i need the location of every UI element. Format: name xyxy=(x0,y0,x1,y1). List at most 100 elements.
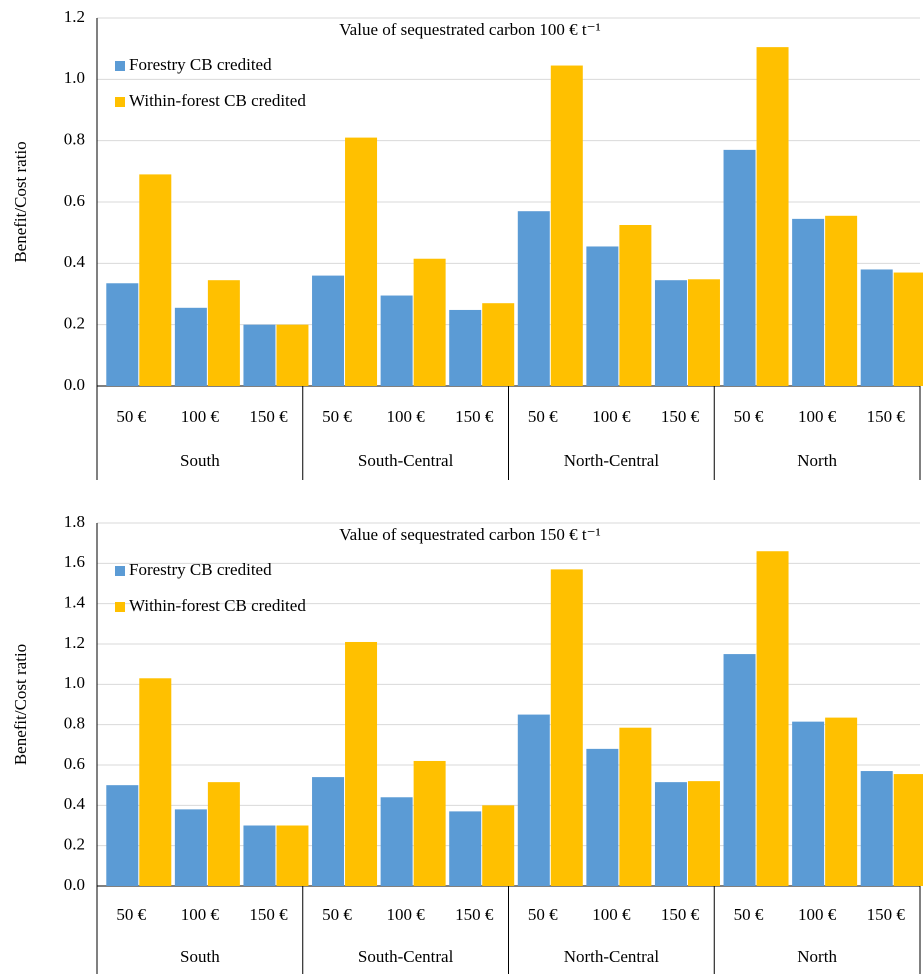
group-label: South xyxy=(180,947,220,966)
y-tick-label: 0.2 xyxy=(64,314,85,333)
bar xyxy=(207,280,240,386)
y-tick-label: 1.2 xyxy=(64,633,85,652)
x-tick-label: 100 € xyxy=(798,407,837,426)
bar xyxy=(312,777,345,886)
bar xyxy=(139,678,172,886)
bar xyxy=(413,760,446,886)
bar xyxy=(654,280,687,386)
bar xyxy=(449,309,482,386)
bar xyxy=(860,771,893,886)
bar xyxy=(619,727,652,886)
y-tick-label: 0.2 xyxy=(64,835,85,854)
group-label: South xyxy=(180,451,220,470)
y-axis-label: Benefit/Cost ratio xyxy=(11,644,30,765)
bar xyxy=(550,569,583,886)
x-tick-label: 150 € xyxy=(867,407,906,426)
bar xyxy=(106,283,139,386)
legend-label: Within-forest CB credited xyxy=(129,91,306,110)
bar xyxy=(106,785,139,886)
legend-swatch xyxy=(115,602,125,612)
y-tick-label: 1.4 xyxy=(64,593,86,612)
chart-title: Value of sequestrated carbon 150 € t⁻¹ xyxy=(339,525,600,544)
bar xyxy=(893,774,923,886)
y-tick-label: 0.6 xyxy=(64,191,85,210)
bar xyxy=(207,782,240,886)
x-tick-label: 100 € xyxy=(592,407,631,426)
bar xyxy=(345,641,378,886)
y-tick-label: 0.0 xyxy=(64,875,85,894)
bar xyxy=(174,809,207,886)
x-tick-label: 50 € xyxy=(322,407,352,426)
x-tick-label: 150 € xyxy=(661,407,700,426)
bar xyxy=(687,279,720,386)
y-tick-label: 1.0 xyxy=(64,673,85,692)
bar xyxy=(550,65,583,387)
x-tick-label: 50 € xyxy=(528,905,558,924)
x-tick-label: 150 € xyxy=(455,407,494,426)
bar xyxy=(174,307,207,386)
bar xyxy=(413,258,446,386)
bar xyxy=(380,295,413,386)
legend-swatch xyxy=(115,61,125,71)
x-tick-label: 50 € xyxy=(734,407,764,426)
bar xyxy=(449,811,482,886)
chart-title: Value of sequestrated carbon 100 € t⁻¹ xyxy=(339,20,600,39)
y-tick-label: 0.0 xyxy=(64,375,85,394)
legend-label: Forestry CB credited xyxy=(129,560,272,579)
x-tick-label: 100 € xyxy=(387,407,426,426)
bar xyxy=(139,174,172,386)
bar xyxy=(792,218,825,386)
bar xyxy=(825,717,858,886)
x-tick-label: 150 € xyxy=(661,905,700,924)
legend-label: Forestry CB credited xyxy=(129,55,272,74)
bar xyxy=(687,781,720,886)
y-tick-label: 1.2 xyxy=(64,7,85,26)
bar xyxy=(825,215,858,386)
y-tick-label: 0.6 xyxy=(64,754,85,773)
x-tick-label: 150 € xyxy=(867,905,906,924)
y-tick-label: 0.8 xyxy=(64,714,85,733)
y-tick-label: 0.8 xyxy=(64,130,85,149)
x-tick-label: 50 € xyxy=(116,407,146,426)
group-label: South-Central xyxy=(358,947,454,966)
bar xyxy=(243,825,276,886)
x-tick-label: 150 € xyxy=(249,905,288,924)
bar xyxy=(654,782,687,886)
group-label: North xyxy=(797,451,837,470)
x-tick-label: 100 € xyxy=(387,905,426,924)
x-tick-label: 50 € xyxy=(734,905,764,924)
bar xyxy=(312,275,345,386)
x-tick-label: 50 € xyxy=(528,407,558,426)
bar xyxy=(517,714,550,886)
group-label: North xyxy=(797,947,837,966)
legend-swatch xyxy=(115,97,125,107)
x-tick-label: 100 € xyxy=(181,905,220,924)
y-tick-label: 0.4 xyxy=(64,794,86,813)
group-label: North-Central xyxy=(564,451,660,470)
group-label: North-Central xyxy=(564,947,660,966)
legend-label: Within-forest CB credited xyxy=(129,596,306,615)
y-tick-label: 1.0 xyxy=(64,68,85,87)
y-tick-label: 1.6 xyxy=(64,552,85,571)
bar xyxy=(723,149,756,386)
group-label: South-Central xyxy=(358,451,454,470)
x-tick-label: 100 € xyxy=(798,905,837,924)
bar xyxy=(792,721,825,886)
legend-swatch xyxy=(115,566,125,576)
y-axis-label: Benefit/Cost ratio xyxy=(11,141,30,262)
bar xyxy=(482,805,515,886)
x-tick-label: 50 € xyxy=(322,905,352,924)
y-tick-label: 1.8 xyxy=(64,512,85,531)
bar xyxy=(586,246,619,386)
bar xyxy=(619,225,652,386)
bar xyxy=(517,211,550,386)
bar xyxy=(860,269,893,386)
bar xyxy=(756,551,789,886)
bar xyxy=(893,272,923,386)
x-tick-label: 50 € xyxy=(116,905,146,924)
bar xyxy=(243,324,276,386)
bar xyxy=(276,825,309,886)
x-tick-label: 150 € xyxy=(455,905,494,924)
bar xyxy=(482,303,515,386)
